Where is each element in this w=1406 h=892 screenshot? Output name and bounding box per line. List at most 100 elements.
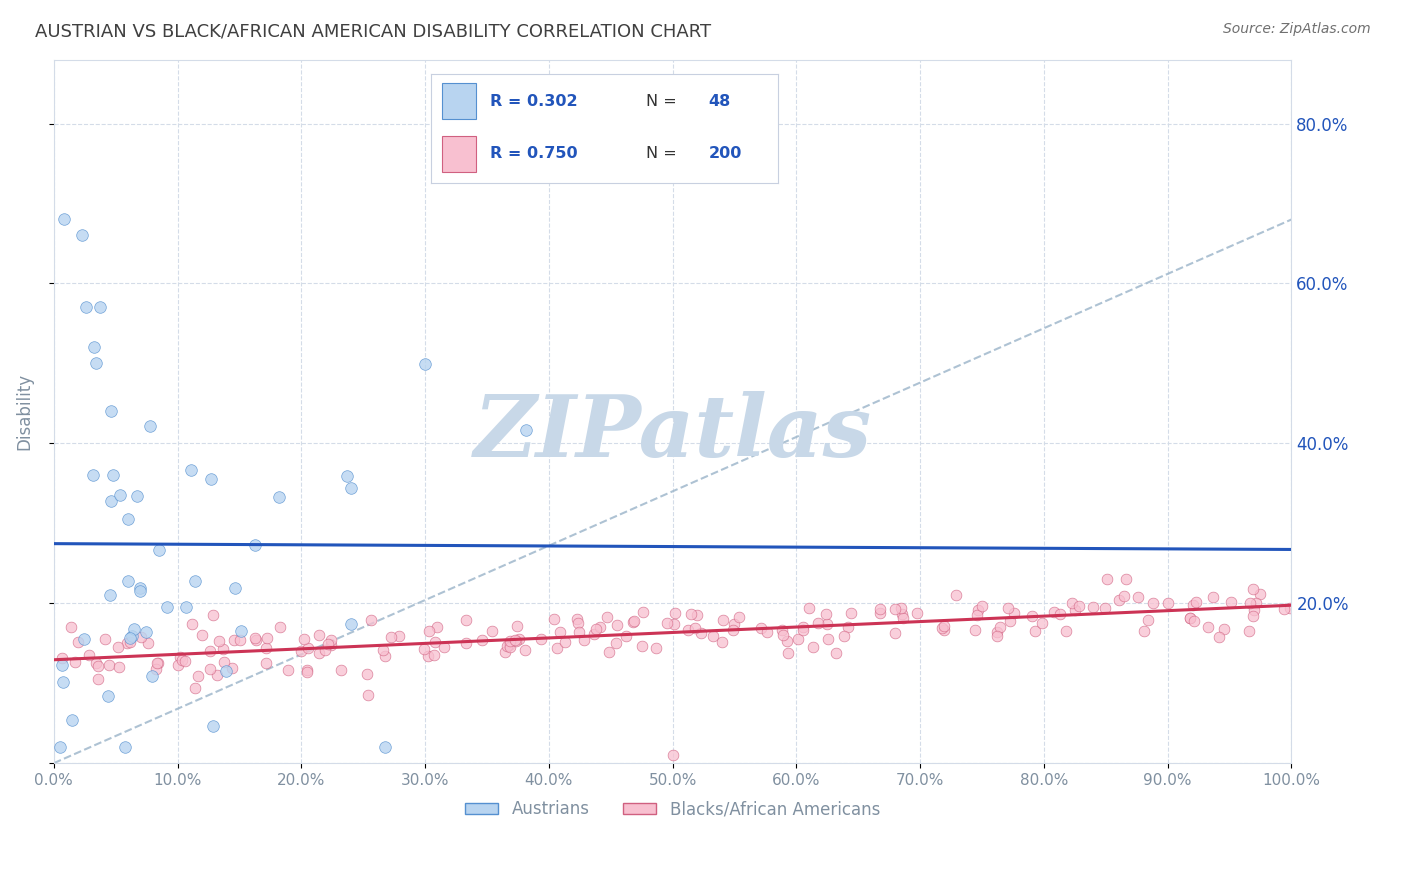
Point bbox=[336, 469, 359, 483]
Point bbox=[814, 607, 837, 622]
Point bbox=[585, 622, 607, 636]
Point bbox=[683, 621, 706, 635]
Point bbox=[52, 212, 75, 227]
Point bbox=[681, 607, 703, 621]
Point bbox=[567, 615, 589, 630]
Point bbox=[807, 616, 830, 631]
Point bbox=[67, 634, 90, 648]
Point bbox=[755, 624, 778, 639]
Point bbox=[1243, 603, 1265, 617]
Point bbox=[572, 632, 595, 647]
Point bbox=[1137, 613, 1160, 627]
Point bbox=[413, 357, 436, 371]
Text: AUSTRIAN VS BLACK/AFRICAN AMERICAN DISABILITY CORRELATION CHART: AUSTRIAN VS BLACK/AFRICAN AMERICAN DISAB… bbox=[35, 22, 711, 40]
Point bbox=[1142, 596, 1164, 610]
Point bbox=[661, 748, 683, 763]
Point bbox=[356, 666, 378, 681]
Point bbox=[567, 612, 589, 626]
Point bbox=[749, 621, 772, 635]
Point bbox=[721, 623, 744, 637]
Point bbox=[128, 582, 150, 596]
Point bbox=[84, 657, 107, 671]
Point bbox=[107, 640, 129, 654]
Point bbox=[426, 620, 449, 634]
Point bbox=[198, 661, 221, 675]
Point bbox=[1182, 614, 1205, 628]
Point bbox=[52, 674, 75, 689]
Point bbox=[676, 623, 699, 637]
Point bbox=[1081, 599, 1104, 614]
Point bbox=[456, 635, 478, 649]
Point bbox=[169, 649, 191, 664]
Point bbox=[60, 714, 83, 728]
Point bbox=[711, 635, 734, 649]
Point bbox=[598, 645, 620, 659]
Point bbox=[75, 301, 97, 315]
Point bbox=[1049, 607, 1071, 621]
Point bbox=[374, 740, 396, 755]
Point bbox=[471, 633, 494, 648]
Point bbox=[481, 624, 503, 639]
Point bbox=[145, 663, 167, 677]
Point bbox=[314, 643, 336, 657]
Point bbox=[267, 490, 290, 504]
Point bbox=[945, 588, 967, 602]
Point bbox=[1244, 596, 1267, 610]
Point bbox=[1178, 610, 1201, 624]
Point bbox=[380, 631, 402, 645]
Point bbox=[772, 628, 794, 642]
Point bbox=[905, 607, 928, 621]
Point bbox=[245, 538, 267, 552]
Point bbox=[117, 574, 139, 588]
Point bbox=[817, 632, 839, 646]
Point bbox=[1241, 609, 1264, 624]
Point bbox=[138, 419, 160, 434]
Point bbox=[702, 629, 724, 643]
Point bbox=[792, 620, 814, 634]
Point bbox=[1024, 624, 1046, 638]
Point bbox=[1180, 611, 1202, 625]
Point bbox=[122, 622, 145, 636]
Point bbox=[869, 601, 891, 615]
Legend: Austrians, Blacks/African Americans: Austrians, Blacks/African Americans bbox=[458, 794, 887, 825]
Point bbox=[254, 641, 277, 656]
Point bbox=[423, 635, 446, 649]
Point bbox=[986, 625, 1008, 640]
Point bbox=[988, 620, 1011, 634]
Point bbox=[932, 624, 955, 638]
Point bbox=[1157, 596, 1180, 610]
Point bbox=[256, 632, 278, 646]
Point bbox=[1237, 624, 1260, 639]
Point bbox=[1054, 624, 1077, 639]
Point bbox=[84, 356, 107, 370]
Point bbox=[141, 669, 163, 683]
Point bbox=[1202, 590, 1225, 604]
Point bbox=[49, 740, 72, 755]
Point bbox=[146, 656, 169, 670]
Point bbox=[686, 608, 709, 623]
Point bbox=[98, 588, 121, 602]
Point bbox=[595, 610, 617, 624]
Point bbox=[107, 659, 129, 673]
Point bbox=[825, 646, 848, 660]
Point bbox=[321, 638, 343, 652]
Point bbox=[433, 640, 456, 654]
Point bbox=[1063, 603, 1085, 617]
Point bbox=[418, 648, 440, 663]
Point bbox=[891, 611, 914, 625]
Point bbox=[117, 512, 139, 526]
Point bbox=[148, 543, 170, 558]
Point bbox=[214, 664, 236, 678]
Point bbox=[1272, 602, 1295, 616]
Point bbox=[198, 644, 221, 658]
Point bbox=[184, 681, 207, 695]
Point bbox=[1069, 599, 1091, 613]
Point bbox=[63, 655, 86, 669]
Point bbox=[79, 648, 101, 662]
Point bbox=[1208, 630, 1230, 644]
Point bbox=[970, 599, 993, 613]
Point bbox=[118, 631, 141, 645]
Point bbox=[183, 574, 205, 588]
Point bbox=[208, 633, 231, 648]
Point bbox=[180, 463, 202, 477]
